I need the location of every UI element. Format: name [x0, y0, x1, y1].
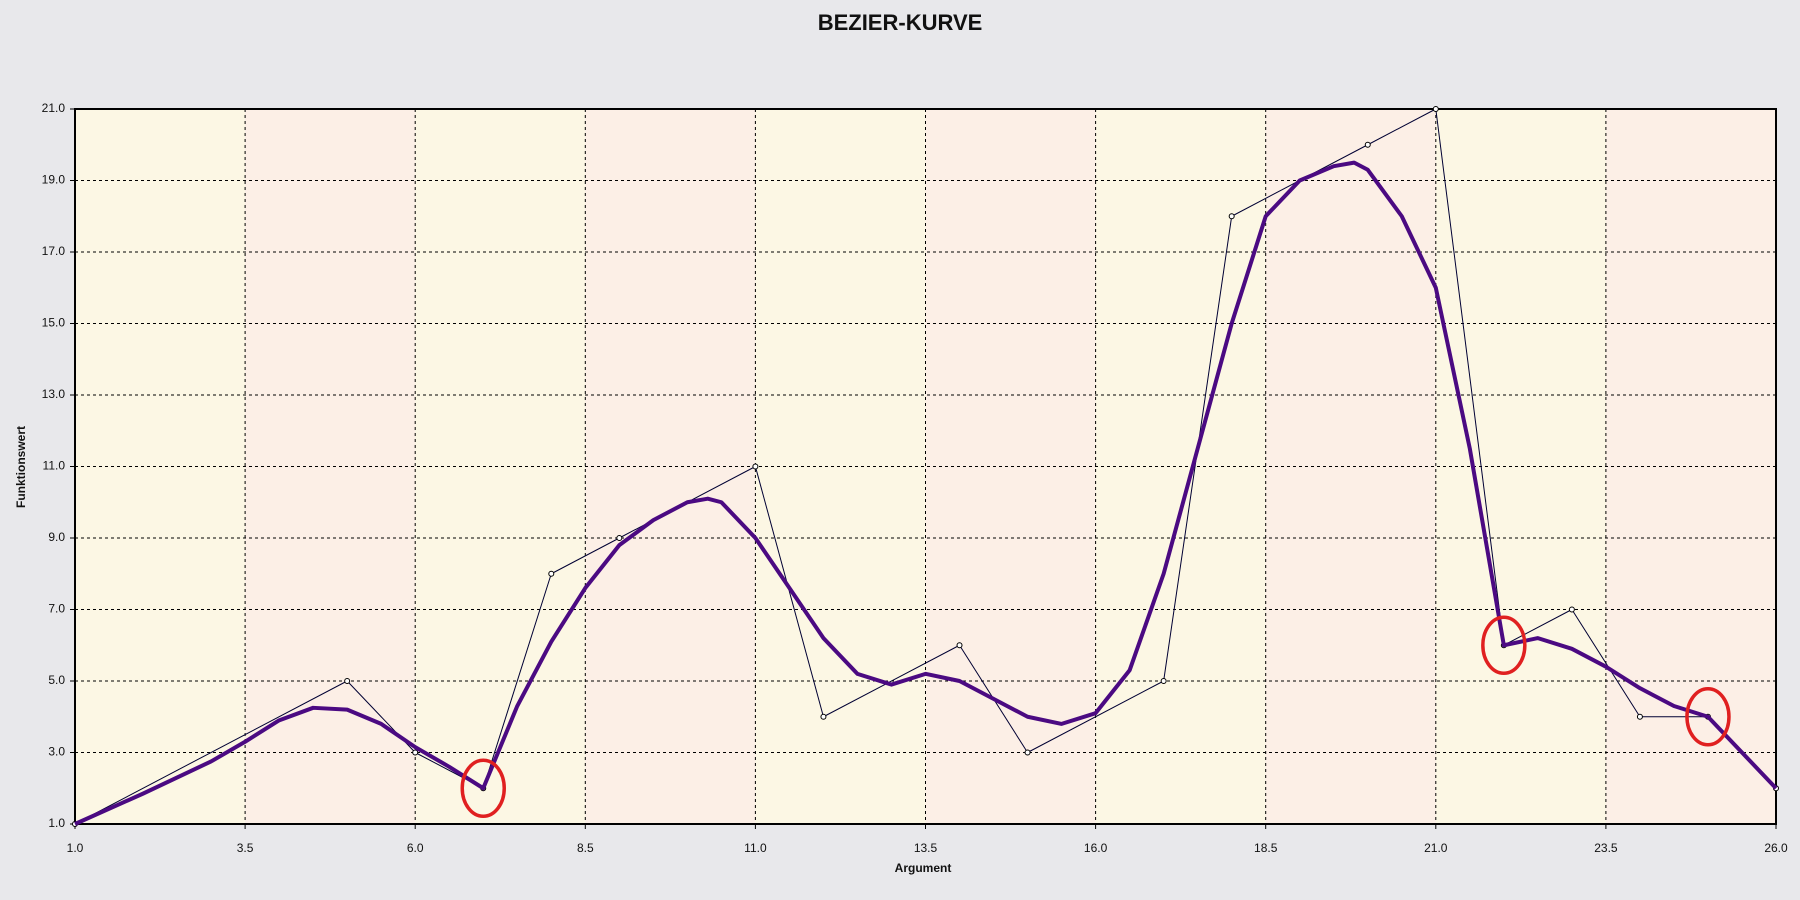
y-tick-label: 9.0 — [48, 530, 65, 544]
x-tick-label: 26.0 — [1764, 841, 1788, 855]
y-tick-label: 3.0 — [48, 745, 65, 759]
x-tick-label: 1.0 — [67, 841, 84, 855]
point-marker — [412, 749, 419, 756]
point-marker — [1228, 213, 1235, 220]
x-axis-label: Argument — [895, 861, 952, 875]
y-tick-label: 13.0 — [42, 387, 66, 401]
point-marker — [1432, 106, 1439, 112]
x-tick-label: 6.0 — [407, 841, 424, 855]
x-tick-label: 13.5 — [914, 841, 938, 855]
series-line — [74, 160, 1778, 826]
highlight-circle — [1481, 615, 1527, 675]
point-marker — [820, 713, 827, 720]
chart-title: BEZIER-KURVE — [818, 10, 983, 35]
x-tick-label: 21.0 — [1424, 841, 1448, 855]
point-marker — [1568, 606, 1575, 613]
point-marker — [548, 570, 555, 577]
x-tick-label: 18.5 — [1254, 841, 1278, 855]
point-marker — [1024, 749, 1031, 756]
point-marker — [1364, 141, 1371, 148]
highlight-circle — [460, 758, 506, 818]
y-axis-label: Funktionswert — [14, 426, 28, 508]
point-marker — [752, 463, 759, 470]
x-tick-label: 11.0 — [744, 841, 767, 855]
y-tick-label: 19.0 — [42, 173, 66, 187]
y-tick-label: 11.0 — [43, 459, 66, 473]
point-marker — [1636, 713, 1643, 720]
y-tick-label: 17.0 — [42, 244, 66, 258]
plot-frame — [74, 108, 1777, 825]
point-marker — [344, 678, 351, 684]
x-tick-label: 16.0 — [1084, 841, 1108, 855]
x-tick-label: 3.5 — [237, 841, 254, 855]
point-marker — [616, 535, 623, 541]
y-tick-label: 21.0 — [42, 101, 66, 115]
x-tick-label: 8.5 — [577, 841, 594, 855]
highlight-circle — [1685, 687, 1731, 747]
y-tick-label: 5.0 — [48, 673, 65, 687]
plot-band — [415, 109, 586, 824]
y-tick-label: 7.0 — [48, 602, 65, 616]
point-marker — [1160, 678, 1167, 684]
y-tick-label: 1.0 — [48, 816, 65, 830]
y-tick-label: 15.0 — [42, 316, 66, 330]
point-marker — [956, 642, 963, 649]
x-tick-label: 23.5 — [1594, 841, 1618, 855]
plot-band — [1265, 109, 1436, 824]
